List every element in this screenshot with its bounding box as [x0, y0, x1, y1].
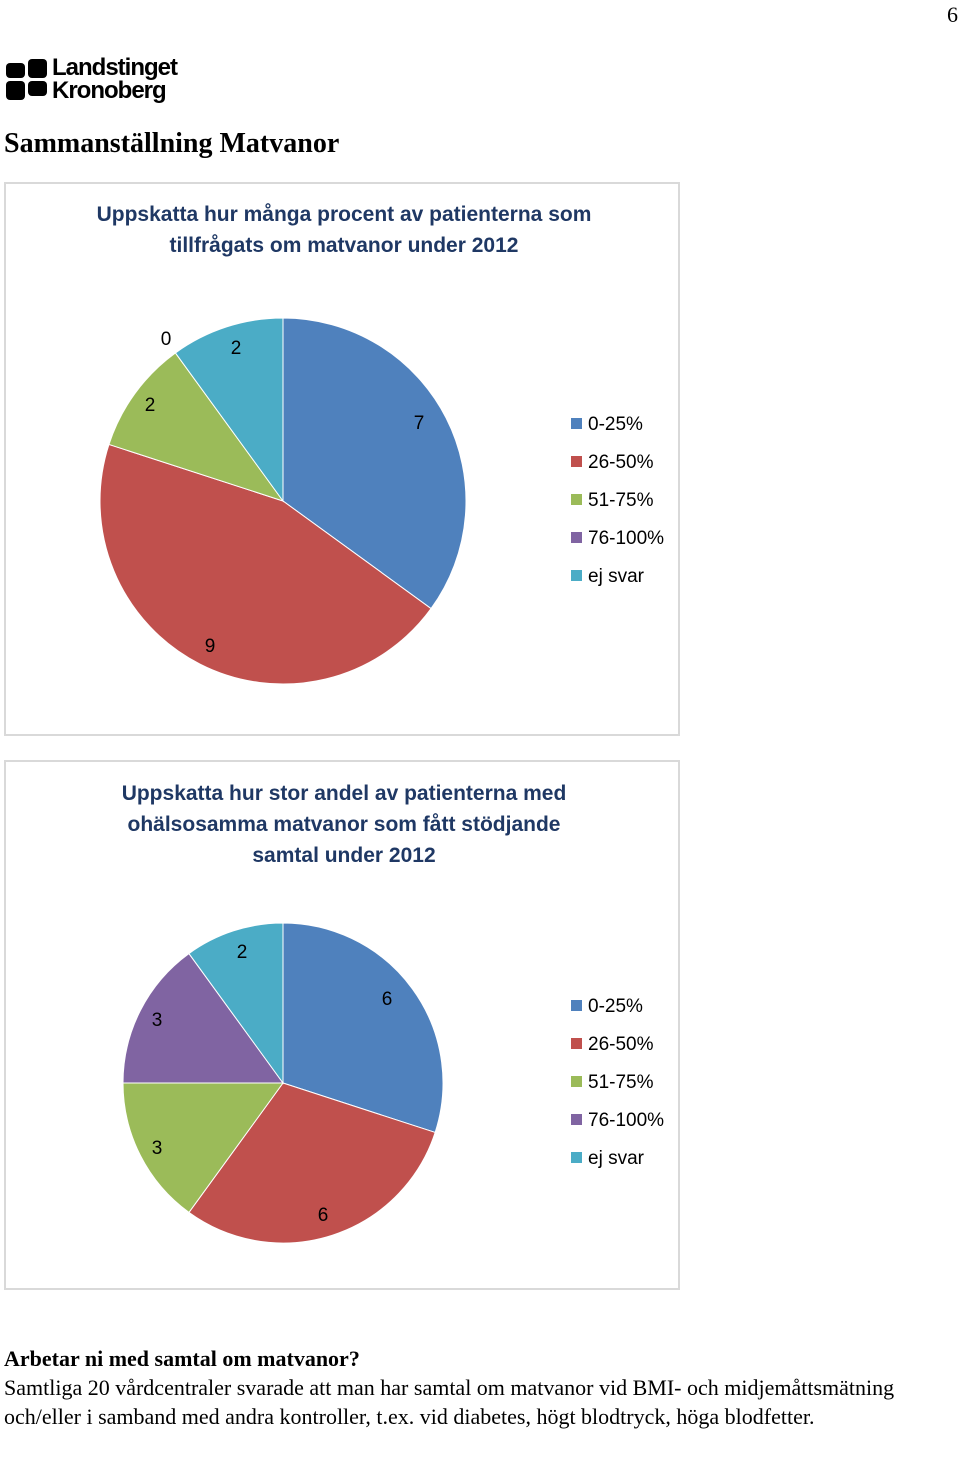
pie-2-data-label: 6 — [318, 1205, 329, 1226]
pie-1-legend-swatch — [571, 570, 582, 581]
pie-chart-1-plot: 7 9 2 0 2 0-25% 26-50% 51-75% 76-100% ej svar — [99, 317, 664, 685]
pie-2-legend-label: ej svar — [588, 1148, 645, 1169]
section-paragraph: Samtliga 20 vårdcentraler svarade att ma… — [4, 1375, 895, 1429]
chart-2-title-line: ohälsosamma matvanor som fått stödjande — [127, 813, 561, 836]
pie-2-legend-swatch — [571, 1076, 582, 1087]
pie-1-slice-4 — [174, 317, 284, 503]
chart-1-title-line: tillfrågats om matvanor under 2012 — [169, 234, 519, 257]
pie-1-data-label: 2 — [231, 338, 242, 359]
document-title: Sammanställning Matvanor — [4, 128, 340, 159]
pie-1-data-label: 7 — [414, 413, 425, 434]
pie-1-slice-0 — [282, 317, 467, 610]
chart-2-title-line: samtal under 2012 — [252, 844, 436, 867]
pie-chart-2: Uppskatta hur stor andel av patienterna … — [4, 760, 680, 1290]
pie-2-data-label: 3 — [152, 1138, 163, 1159]
chart-2-title: Uppskatta hur stor andel av patienterna … — [6, 778, 682, 871]
pie-1-legend-swatch — [571, 494, 582, 505]
pie-2-slice-2 — [122, 1082, 284, 1214]
pie-2-slice-3 — [122, 952, 284, 1084]
pie-2-slice-0 — [282, 922, 444, 1134]
pie-2-data-label: 6 — [382, 989, 393, 1010]
pie-1-slice-1 — [99, 443, 432, 685]
pie-1-data-label: 2 — [145, 395, 156, 416]
pie-2-legend-label: 76-100% — [588, 1110, 664, 1131]
chart-1-title-line: Uppskatta hur många procent av patienter… — [96, 203, 592, 226]
logo-line-2: Kronoberg — [52, 77, 167, 104]
pie-2-legend-label: 0-25% — [588, 996, 643, 1017]
pie-1-legend-swatch — [571, 456, 582, 467]
pie-chart-2-plot: 6 6 3 3 2 0-25% 26-50% 51-75% 76-100% ej svar — [122, 922, 664, 1244]
pie-2-legend-swatch — [571, 1114, 582, 1125]
pie-2-legend-swatch — [571, 1000, 582, 1011]
logo-mark-icon — [6, 59, 47, 100]
pie-2-data-label: 2 — [237, 942, 248, 963]
section-summary: Arbetar ni med samtal om matvanor? Samtl… — [4, 1344, 954, 1431]
pie-2-slice-1 — [188, 1082, 436, 1244]
pie-1-data-label: 9 — [205, 636, 216, 657]
pie-2-legend-label: 26-50% — [588, 1034, 654, 1055]
logo-line-1: Landstinget — [52, 54, 178, 81]
section-heading: Arbetar ni med samtal om matvanor? — [4, 1346, 360, 1371]
pie-1-legend-label: 76-100% — [588, 528, 664, 549]
pie-1-legend-label: 51-75% — [588, 490, 654, 511]
pie-1-legend-swatch — [571, 418, 582, 429]
pie-1-slice-2 — [108, 352, 285, 502]
page-number: 6 — [947, 2, 958, 27]
pie-2-legend-label: 51-75% — [588, 1072, 654, 1093]
pie-1-legend-label: ej svar — [588, 566, 645, 587]
pie-1-legend-swatch — [571, 532, 582, 543]
pie-chart-1: Uppskatta hur många procent av patienter… — [4, 182, 680, 736]
pie-2-slice-4 — [188, 922, 284, 1085]
pie-2-legend-swatch — [571, 1152, 582, 1163]
pie-2-data-label: 3 — [152, 1010, 163, 1031]
pie-1-data-label: 0 — [161, 329, 172, 350]
pie-1-legend-label: 0-25% — [588, 414, 643, 435]
logo-text: Landstinget Kronoberg — [52, 54, 178, 104]
chart-2-title-line: Uppskatta hur stor andel av patienterna … — [121, 782, 567, 805]
pie-1-legend-label: 26-50% — [588, 452, 654, 473]
pie-2-legend-swatch — [571, 1038, 582, 1049]
chart-1-title: Uppskatta hur många procent av patienter… — [6, 199, 682, 261]
